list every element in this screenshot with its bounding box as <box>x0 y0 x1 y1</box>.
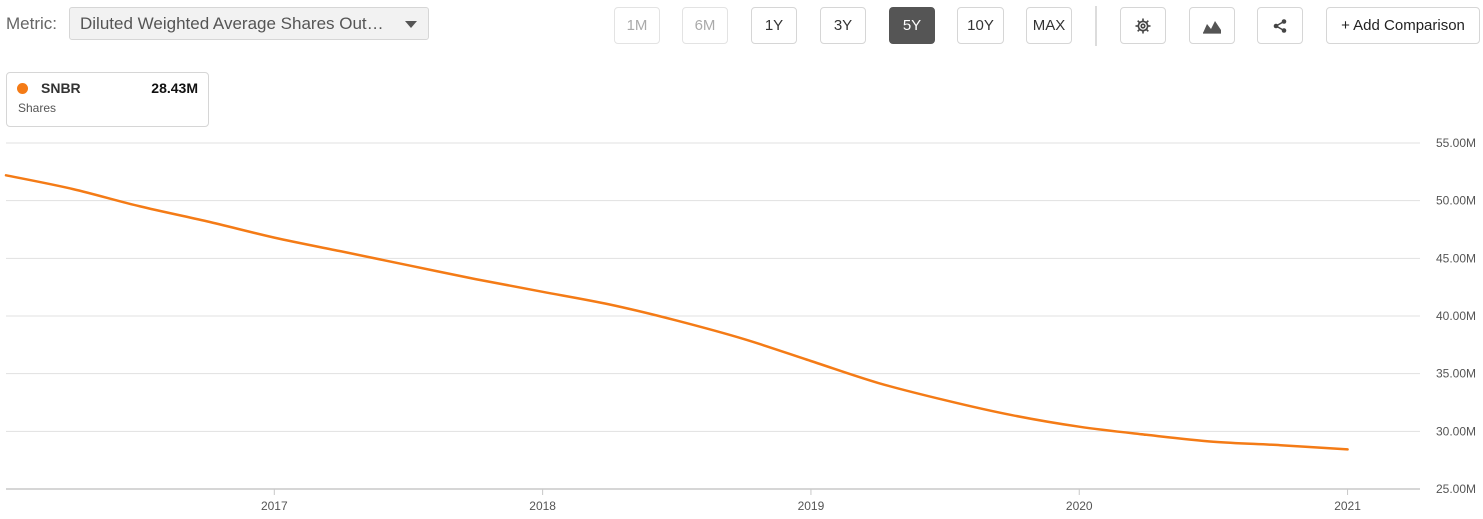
series-legend: SNBR 28.43M Shares <box>6 72 209 127</box>
legend-ticker: SNBR <box>41 80 81 96</box>
settings-button[interactable] <box>1120 7 1166 44</box>
series-line-snbr <box>4 174 1349 451</box>
range-button-1y[interactable]: 1Y <box>751 7 797 44</box>
chevron-down-icon <box>405 21 417 28</box>
metric-label: Metric: <box>6 14 57 33</box>
area-chart-icon <box>1203 20 1221 34</box>
y-tick-label: 35.00M <box>1436 367 1476 381</box>
share-icon <box>1273 18 1287 33</box>
y-tick-label: 30.00M <box>1436 424 1476 438</box>
y-tick-label: 45.00M <box>1436 251 1476 265</box>
range-button-10y[interactable]: 10Y <box>957 7 1004 44</box>
legend-unit: Shares <box>18 101 57 115</box>
share-button[interactable] <box>1257 7 1303 44</box>
gear-icon <box>1135 18 1151 33</box>
legend-value: 28.43M <box>151 80 198 96</box>
toolbar-divider <box>1095 6 1097 46</box>
series-color-dot <box>17 83 28 94</box>
range-button-5y[interactable]: 5Y <box>889 7 935 44</box>
y-tick-label: 25.00M <box>1436 482 1476 496</box>
y-tick-label: 40.00M <box>1436 309 1476 323</box>
range-button-1m[interactable]: 1M <box>614 7 660 44</box>
chart-type-button[interactable] <box>1189 7 1235 44</box>
y-tick-label: 50.00M <box>1436 194 1476 208</box>
metric-select-value: Diluted Weighted Average Shares Out… <box>80 14 384 33</box>
chart-toolbar: Metric: Diluted Weighted Average Shares … <box>0 0 1483 50</box>
range-button-6m[interactable]: 6M <box>682 7 728 44</box>
x-tick-label: 2020 <box>1066 499 1093 513</box>
x-tick-label: 2018 <box>529 499 556 513</box>
metric-select[interactable]: Diluted Weighted Average Shares Out… <box>69 7 429 40</box>
x-tick-label: 2019 <box>798 499 825 513</box>
range-button-max[interactable]: MAX <box>1026 7 1072 44</box>
add-comparison-button[interactable]: + Add Comparison <box>1326 7 1480 44</box>
y-tick-label: 55.00M <box>1436 136 1476 150</box>
x-tick-label: 2021 <box>1334 499 1361 513</box>
x-tick-label: 2017 <box>261 499 288 513</box>
range-button-3y[interactable]: 3Y <box>820 7 866 44</box>
